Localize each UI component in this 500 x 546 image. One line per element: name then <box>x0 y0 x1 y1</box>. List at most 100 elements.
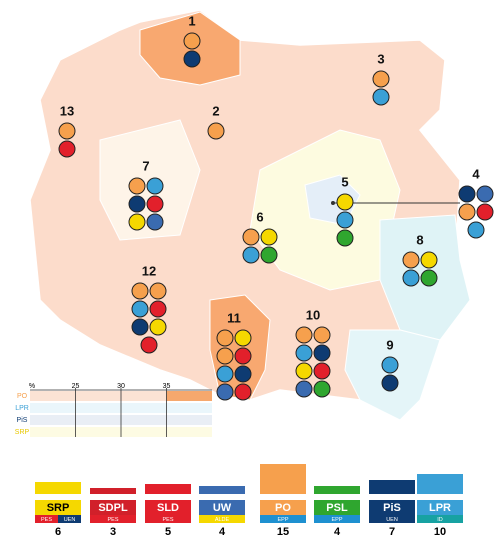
seat-bar <box>314 486 360 494</box>
seat <box>295 344 313 362</box>
scale-tick-label: 30 <box>117 383 125 390</box>
seat <box>216 365 234 383</box>
group-name: EPP <box>331 517 342 523</box>
seat <box>458 185 476 203</box>
party-box <box>417 500 463 515</box>
seat <box>336 229 354 247</box>
seat-count: 4 <box>219 526 226 538</box>
seat-bar <box>90 488 136 494</box>
seat-bar <box>199 486 245 494</box>
group-box <box>260 515 306 523</box>
seat-bar <box>145 484 191 494</box>
seat-count: 3 <box>110 526 116 538</box>
seat <box>149 300 167 318</box>
seat <box>476 203 494 221</box>
region-label: 4 <box>472 166 480 181</box>
party-name: PiS <box>383 502 401 514</box>
region-label: 9 <box>386 337 393 352</box>
seat <box>128 195 146 213</box>
scale-tick-label: 25 <box>72 383 80 390</box>
party-box <box>260 500 306 515</box>
region-label: 7 <box>142 158 149 173</box>
seat-bar <box>369 480 415 494</box>
seat <box>131 318 149 336</box>
seat <box>234 329 252 347</box>
party-box <box>369 500 415 515</box>
seat <box>313 362 331 380</box>
region-label: 10 <box>306 307 320 322</box>
seat <box>216 383 234 401</box>
group-name: UEN <box>64 517 76 523</box>
group-name: PES <box>41 517 52 523</box>
seat <box>372 88 390 106</box>
seat <box>260 246 278 264</box>
seat-count: 5 <box>165 526 171 538</box>
group-box <box>145 515 191 523</box>
scale-legend: %PO LPR PiS SRP 25 30 35 <box>15 383 212 437</box>
seat-bar <box>35 482 81 494</box>
region-label: 1 <box>188 13 195 28</box>
seat <box>234 365 252 383</box>
seat <box>313 326 331 344</box>
seat <box>131 282 149 300</box>
scale-row-label: PiS <box>17 417 28 424</box>
seat <box>131 300 149 318</box>
seat <box>336 211 354 229</box>
scale-tick-label: 35 <box>163 383 171 390</box>
scale-row-dark <box>166 391 212 401</box>
seat <box>336 193 354 211</box>
group-box <box>58 515 81 523</box>
seat <box>467 221 485 239</box>
group-name: UEN <box>386 517 398 523</box>
region-label: 3 <box>377 51 384 66</box>
party-name: UW <box>213 502 232 514</box>
seat <box>149 282 167 300</box>
seat <box>313 380 331 398</box>
group-box <box>369 515 415 523</box>
party-name: PO <box>275 502 291 514</box>
group-name: PES <box>162 517 173 523</box>
seat-count: 10 <box>434 526 446 538</box>
seat <box>146 177 164 195</box>
seat <box>242 246 260 264</box>
seat <box>216 347 234 365</box>
group-name: ID <box>437 517 443 523</box>
seat <box>372 70 390 88</box>
seat-count: 4 <box>334 526 341 538</box>
party-box <box>35 500 81 515</box>
seat <box>183 32 201 50</box>
seat <box>128 177 146 195</box>
region-label: 5 <box>341 174 348 189</box>
group-box <box>314 515 360 523</box>
region-label: 6 <box>256 209 263 224</box>
seat-bar <box>417 474 463 494</box>
region-label: 12 <box>142 263 156 278</box>
party-box <box>314 500 360 515</box>
party-box <box>145 500 191 515</box>
seat-bar <box>260 464 306 494</box>
group-name: EPP <box>277 517 288 523</box>
region-label: 13 <box>60 103 74 118</box>
seat <box>146 195 164 213</box>
seat <box>420 251 438 269</box>
seat <box>381 356 399 374</box>
scale-row-label: PO <box>17 393 28 400</box>
leader-dot <box>331 201 335 205</box>
region-label: 11 <box>227 310 241 325</box>
seat <box>260 228 278 246</box>
scale-unit: % <box>29 383 35 390</box>
seat-count: 6 <box>55 526 61 538</box>
group-box <box>90 515 136 523</box>
seat <box>476 185 494 203</box>
group-name: PES <box>107 517 118 523</box>
party-box <box>199 500 245 515</box>
region-label: 2 <box>212 103 219 118</box>
seat <box>207 122 225 140</box>
seat <box>149 318 167 336</box>
seat <box>242 228 260 246</box>
group-box <box>199 515 245 523</box>
seat <box>140 336 158 354</box>
